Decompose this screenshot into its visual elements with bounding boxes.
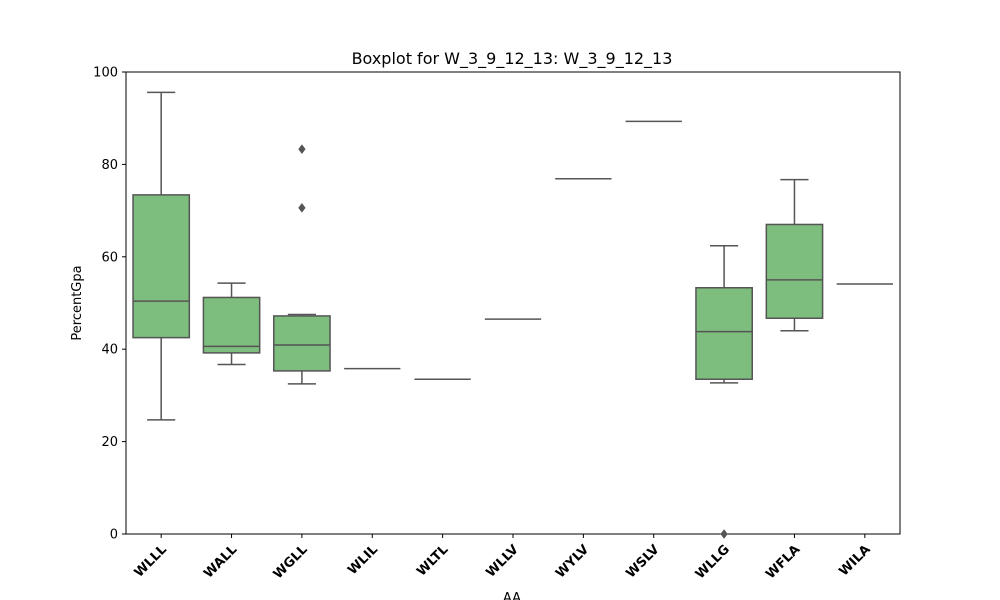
box-wllg (695, 244, 753, 539)
box-wgll (273, 144, 331, 385)
y-tick-label: 0 (110, 528, 118, 543)
x-tick-label: WLIL (345, 542, 381, 578)
y-tick-label: 20 (101, 435, 118, 450)
y-tick-label: 100 (93, 66, 118, 81)
y-axis-label: PercentGpa (70, 265, 85, 340)
chart-title: Boxplot for W_3_9_12_13: W_3_9_12_13 (352, 49, 673, 69)
x-tick-label: WGLL (271, 542, 311, 582)
outlier-point (298, 202, 306, 213)
box-series (132, 91, 893, 539)
box-wall (202, 282, 261, 366)
y-tick-label: 40 (101, 343, 118, 358)
x-axis-label: AA (503, 591, 521, 600)
x-tick-label: WILA (837, 542, 874, 579)
x-tick-label: WLLL (132, 542, 170, 580)
x-tick-label: WYLV (553, 542, 592, 581)
y-tick-label: 60 (101, 250, 118, 265)
x-tick-label: WLLG (693, 542, 733, 582)
iqr-box (202, 296, 261, 354)
outlier-point (720, 529, 728, 539)
outlier-point (298, 144, 306, 155)
iqr-box (132, 194, 191, 339)
box-wfla (765, 178, 824, 332)
x-tick-label: WALL (201, 542, 240, 581)
x-axis: WLLL WALL WGLL WLIL WLTL WLLV WYLV WSLV WLLG WFLA… (132, 534, 874, 582)
y-axis: 0 20 40 60 80 100 (93, 66, 126, 543)
iqr-box (765, 223, 824, 319)
iqr-box (695, 287, 753, 380)
box-wlll (132, 91, 191, 421)
iqr-box (273, 315, 331, 372)
x-tick-label: WLLV (484, 542, 522, 580)
x-tick-label: WSLV (623, 542, 662, 581)
x-tick-label: WLTL (414, 542, 451, 579)
x-tick-label: WFLA (763, 542, 803, 582)
y-tick-label: 80 (101, 158, 118, 173)
